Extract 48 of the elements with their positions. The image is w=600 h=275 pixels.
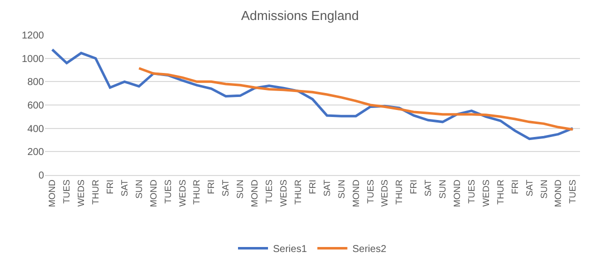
x-tick-label: FRI <box>510 180 520 194</box>
x-tick-label: WEDS <box>278 180 289 207</box>
x-tick-label: WEDS <box>177 180 188 207</box>
y-tick-label: 1000 <box>22 54 44 65</box>
y-tick-label: 800 <box>27 77 44 88</box>
x-tick-label: FRI <box>104 180 115 194</box>
x-tick-label: MOND <box>148 179 158 208</box>
x-tick-label: MOND <box>553 179 564 208</box>
x-tick-label: FRI <box>307 180 318 194</box>
x-tick-label: FRI <box>206 180 216 194</box>
x-tick-label: SAT <box>524 179 534 196</box>
x-tick-label: THUR <box>292 179 303 205</box>
x-tick-label: SUN <box>538 180 549 199</box>
x-tick-label: MOND <box>350 179 361 208</box>
legend-label: Series2 <box>352 244 387 256</box>
x-tick-label: MOND <box>47 179 58 208</box>
x-tick-label: THUR <box>192 179 202 205</box>
x-tick-label: WEDS <box>76 180 86 207</box>
x-tick-label: TUES <box>568 180 578 204</box>
x-tick-label: SUN <box>134 180 144 199</box>
x-tick-label: SUN <box>438 180 448 199</box>
legend-label: Series1 <box>273 244 308 256</box>
x-tick-label: SAT <box>322 179 332 196</box>
x-tick-label: MOND <box>250 179 260 208</box>
x-tick-label: TUES <box>264 180 274 204</box>
y-tick-label: 200 <box>27 147 44 158</box>
x-tick-label: SAT <box>220 179 231 196</box>
x-tick-label: WEDS <box>480 180 491 207</box>
x-tick-label: TUES <box>365 180 376 204</box>
x-tick-label: SAT <box>119 179 130 196</box>
y-tick-label: 400 <box>27 124 44 135</box>
x-tick-label: THUR <box>394 179 404 205</box>
x-tick-label: MOND <box>452 179 462 208</box>
x-tick-label: SUN <box>336 180 346 199</box>
x-tick-label: SAT <box>423 179 434 196</box>
y-tick-label: 0 <box>38 170 44 182</box>
x-tick-label: TUES <box>466 180 476 204</box>
x-tick-label: THUR <box>495 179 506 205</box>
line-series <box>138 67 574 131</box>
x-tick-label: SUN <box>235 180 246 199</box>
x-tick-label: TUES <box>162 180 173 204</box>
x-tick-label: TUES <box>62 180 72 204</box>
y-tick-label: 1200 <box>22 30 44 42</box>
x-tick-label: FRI <box>408 180 419 194</box>
y-tick-label: 600 <box>27 100 44 112</box>
x-tick-label: THUR <box>90 179 101 205</box>
chart-title: Admissions England <box>241 8 359 24</box>
x-tick-label: WEDS <box>380 180 390 207</box>
